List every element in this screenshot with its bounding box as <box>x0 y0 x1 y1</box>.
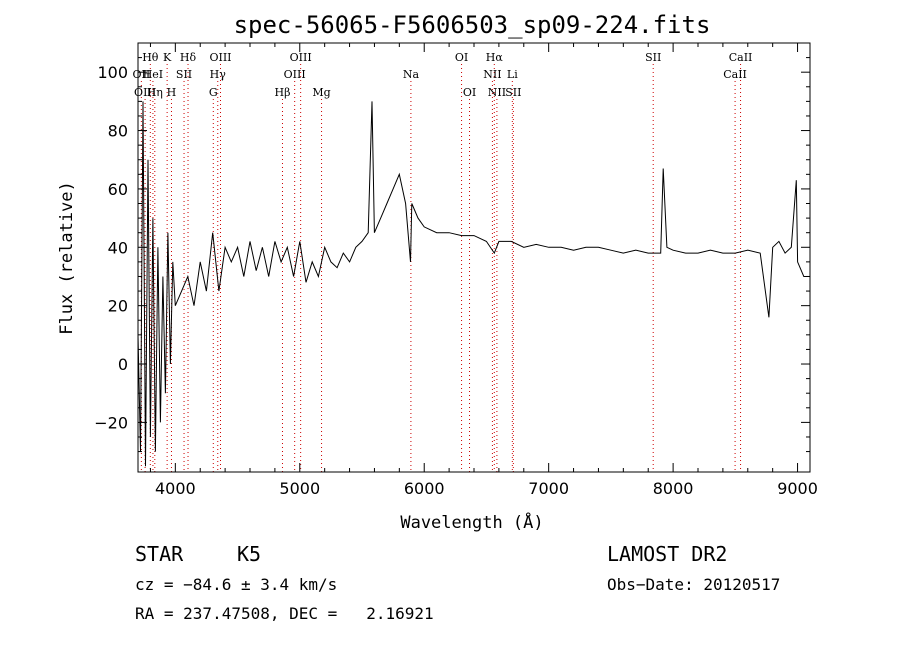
ra-dec: RA = 237.47508, DEC = 2.16921 <box>135 604 434 623</box>
line-marker-label: Hγ <box>210 68 227 81</box>
line-marker-label: G <box>209 86 218 99</box>
line-marker-label: K <box>163 51 172 64</box>
y-tick-label: 100 <box>97 63 128 82</box>
line-markers: Hθ OII OIII HeI Hη K SII H Hδ OIII Hγ G OIII OIII Hβ Mg… <box>133 51 753 472</box>
line-marker-label: OI <box>455 51 468 64</box>
x-tick-label: 8000 <box>653 479 694 498</box>
line-marker-label: Mg <box>312 86 330 99</box>
y-tick-label: 40 <box>108 238 128 257</box>
line-marker-label: NII <box>483 68 501 81</box>
line-marker-label: OIII <box>284 68 306 81</box>
x-tick-label: 4000 <box>155 479 196 498</box>
line-marker-label: SII <box>176 68 192 81</box>
line-marker-label: OII <box>133 68 151 81</box>
line-marker-label: OI <box>463 86 476 99</box>
line-marker-label: H <box>167 86 177 99</box>
y-tick-label: 80 <box>108 122 128 141</box>
x-tick-label: 5000 <box>279 479 320 498</box>
spectrum-line <box>138 101 810 467</box>
axes: 4000 5000 6000 7000 8000 9000 −20 0 20 40 60 80 100 <box>94 42 818 498</box>
line-marker-label: Hδ <box>180 51 197 64</box>
x-axis-label: Wavelength (Å) <box>400 511 543 533</box>
line-marker-label: OIII <box>209 51 231 64</box>
y-axis-label: Flux (relative) <box>57 181 77 335</box>
line-marker-label: Li <box>507 68 518 81</box>
y-tick-label: −20 <box>94 413 128 432</box>
line-marker-label: Hθ <box>142 51 159 64</box>
line-marker-label: SII <box>505 86 521 99</box>
line-marker-label: SII <box>645 51 661 64</box>
line-marker-label: HeI <box>143 68 163 81</box>
y-tick-label: 60 <box>108 180 128 199</box>
object-class: STAR <box>135 542 184 566</box>
line-marker-label: Hη <box>147 86 163 99</box>
chart-title: spec-56065-F5606503_sp09-224.fits <box>234 11 711 39</box>
line-marker-label: Hβ <box>275 86 291 99</box>
x-tick-label: 6000 <box>404 479 445 498</box>
redshift-cz: cz = −84.6 ± 3.4 km/s <box>135 575 338 594</box>
survey-name: LAMOST DR2 <box>607 542 728 566</box>
y-tick-label: 0 <box>118 355 128 374</box>
y-tick-label: 20 <box>108 297 128 316</box>
line-marker-label: CaII <box>723 68 747 81</box>
line-marker-label: OIII <box>290 51 312 64</box>
line-marker-label: NII <box>488 86 506 99</box>
line-marker-label: OIII <box>134 86 156 99</box>
obs-date: Obs−Date: 20120517 <box>607 575 781 594</box>
x-tick-label: 7000 <box>528 479 569 498</box>
line-marker-label: Na <box>403 68 420 81</box>
plot-area <box>138 101 810 467</box>
plot-frame <box>137 42 811 473</box>
x-tick-label: 9000 <box>777 479 818 498</box>
line-marker-label: CaII <box>729 51 753 64</box>
line-marker-label: Hα <box>486 51 504 64</box>
object-subclass: K5 <box>237 542 262 566</box>
